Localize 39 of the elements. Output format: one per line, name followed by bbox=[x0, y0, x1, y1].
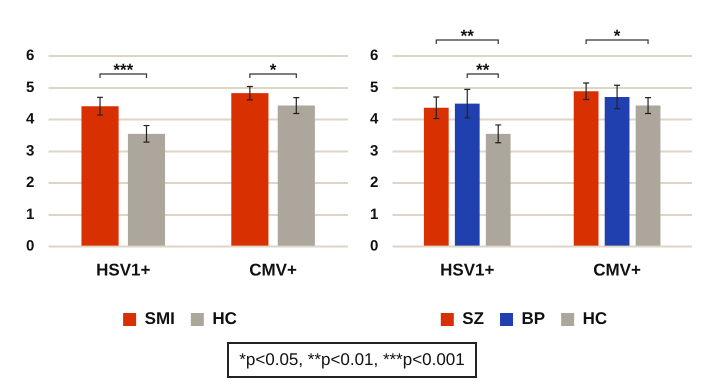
y-tick-label: 5 bbox=[26, 78, 34, 96]
x-tick-label: HSV1+ bbox=[96, 260, 150, 280]
bar bbox=[636, 106, 660, 246]
bar bbox=[278, 106, 315, 246]
x-tick-label: CMV+ bbox=[249, 260, 298, 280]
y-tick-label: 2 bbox=[26, 174, 34, 192]
legend-label: HC bbox=[212, 309, 237, 328]
legend-label: SZ bbox=[462, 309, 484, 328]
annotation: *** bbox=[113, 60, 134, 80]
y-tick-label: 2 bbox=[370, 174, 378, 192]
y-tick-label: 4 bbox=[370, 110, 379, 128]
annotation: ** bbox=[476, 60, 490, 80]
y-tick-label: 1 bbox=[370, 206, 378, 223]
legend-label: HC bbox=[582, 309, 608, 328]
annotation: * bbox=[270, 60, 277, 80]
bar bbox=[231, 93, 268, 246]
bar bbox=[454, 104, 480, 246]
y-tick-label: 1 bbox=[26, 206, 34, 223]
bar bbox=[424, 108, 449, 246]
bar bbox=[574, 91, 599, 246]
y-tick-label: 6 bbox=[26, 47, 34, 64]
bar bbox=[128, 134, 166, 246]
bar bbox=[604, 96, 630, 246]
text: ** bbox=[460, 26, 474, 46]
y-tick-label: 3 bbox=[370, 142, 378, 160]
legend-label: SMI bbox=[144, 309, 175, 328]
text: *p<0.05, **p<0.01, ***p<0.001 bbox=[227, 342, 477, 378]
bar bbox=[486, 134, 511, 246]
x-tick-label: HSV1+ bbox=[440, 260, 494, 280]
text: * bbox=[614, 26, 621, 46]
y-tick-label: 5 bbox=[370, 78, 378, 96]
x-tick-label: CMV+ bbox=[593, 260, 642, 280]
y-tick-label: 4 bbox=[26, 110, 35, 128]
y-tick-label: 6 bbox=[370, 47, 378, 64]
legend-label: BP bbox=[522, 309, 546, 328]
y-tick-label: 3 bbox=[26, 142, 34, 160]
bar bbox=[81, 106, 119, 246]
y-tick-label: 0 bbox=[26, 238, 34, 255]
y-tick-label: 0 bbox=[370, 238, 378, 255]
